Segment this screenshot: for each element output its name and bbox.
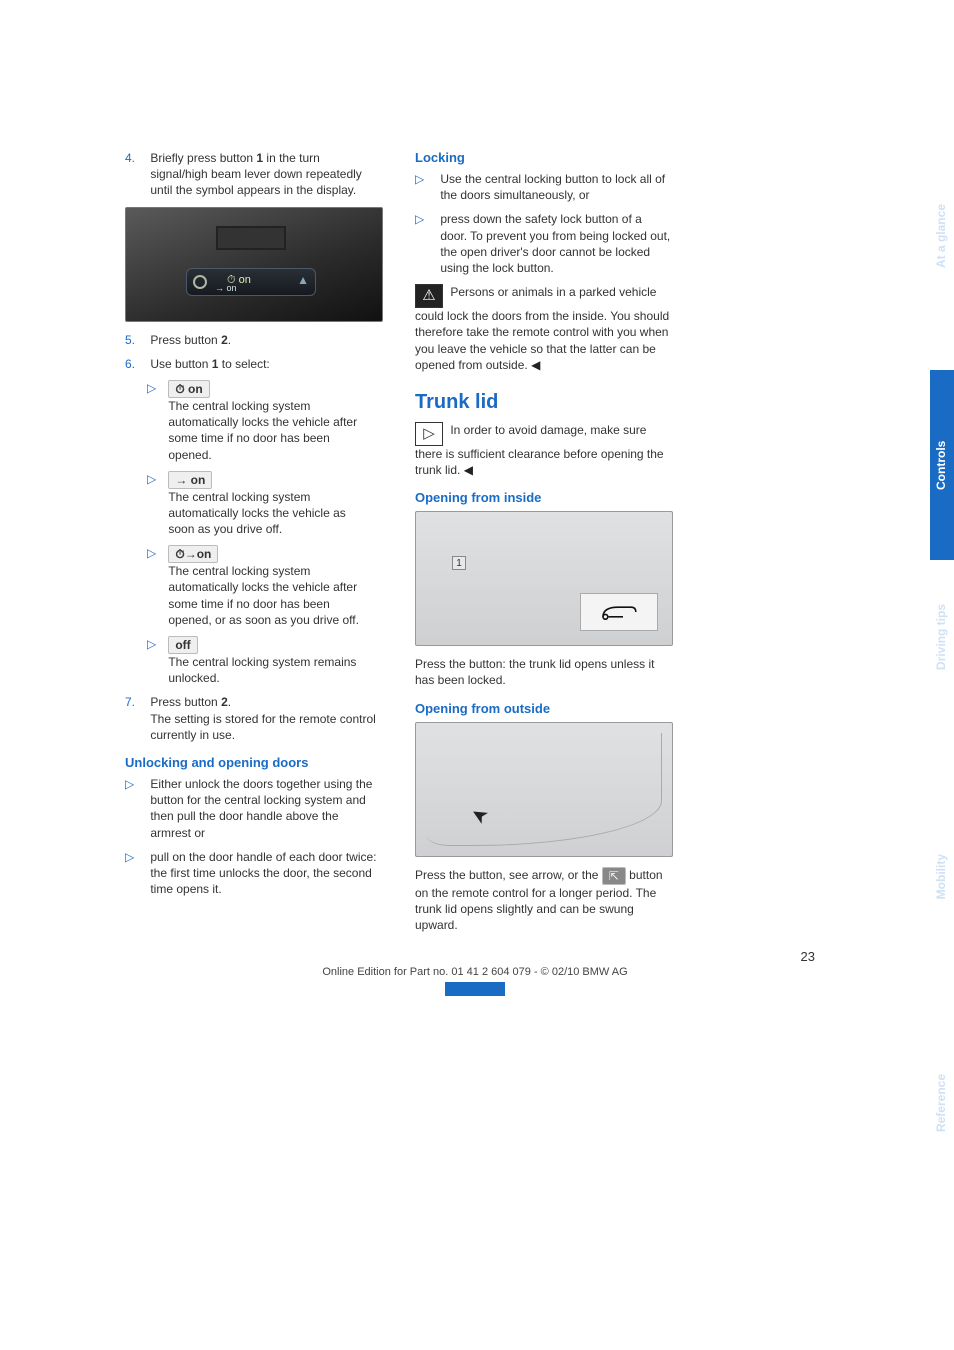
step-4: 4. Briefly press button 1 in the turn si… [125, 150, 385, 199]
triangle-bullet-icon: ▷ [415, 211, 437, 227]
text: The setting is stored for the remote con… [150, 712, 375, 742]
step-7: 7. Press button 2. The setting is stored… [125, 694, 385, 743]
step-text: Press button 2. [150, 332, 380, 348]
text: . [228, 333, 231, 347]
vent-graphic [216, 226, 286, 250]
step-number: 6. [125, 356, 147, 372]
triangle-bullet-icon: ▷ [147, 545, 165, 561]
footer-copyright: Online Edition for Part no. 01 41 2 604 … [125, 966, 825, 978]
display-pill: ⏱ on → on ▲ [186, 268, 316, 296]
trunk-open-icon [599, 602, 639, 622]
step-number: 4. [125, 150, 147, 166]
warning-icon: ⚠ [415, 284, 443, 308]
option-text: The central locking system automatically… [168, 399, 357, 462]
opening-outside-heading: Opening from outside [415, 701, 675, 716]
option-1: ▷ ⏱ on The central locking system automa… [147, 380, 385, 463]
bullet-text: Either unlock the doors together using t… [150, 776, 380, 841]
warning-paragraph: ⚠ Persons or animals in a parked vehicle… [415, 284, 675, 373]
warning-text: Persons or animals in a parked vehicle c… [415, 285, 669, 372]
dashboard-display-image: ⏱ on → on ▲ [125, 207, 383, 322]
bullet-text: press down the safety lock button of a d… [440, 211, 670, 276]
page-number: 23 [125, 949, 825, 964]
wheel-icon [193, 275, 207, 289]
locking-bullet-1: ▷ Use the central locking button to lock… [415, 171, 675, 203]
text: to select: [218, 357, 269, 371]
step-text: Press button 2. The setting is stored fo… [150, 694, 380, 743]
option-2: ▷ → on The central locking system automa… [147, 471, 385, 538]
triangle-bullet-icon: ▷ [147, 471, 165, 487]
step-5: 5. Press button 2. [125, 332, 385, 348]
option-text: The central locking system automatically… [168, 490, 345, 536]
triangle-bullet-icon: ▷ [125, 849, 147, 865]
remote-button-icon: ⇱ [602, 867, 626, 885]
clock-arrow-on-glyph: ⏱→on [168, 545, 218, 563]
step-text: Use button 1 to select: [150, 356, 380, 372]
text: Briefly press button [150, 151, 256, 165]
step6-options: ▷ ⏱ on The central locking system automa… [147, 380, 385, 686]
step-6: 6. Use button 1 to select: [125, 356, 385, 372]
triangle-bullet-icon: ▷ [125, 776, 147, 792]
end-marker-icon: ◀ [464, 463, 473, 477]
trunk-lid-heading: Trunk lid [415, 391, 675, 414]
option-body: ⏱→on The central locking system automati… [168, 545, 368, 628]
off-glyph: off [168, 636, 197, 654]
two-column-layout: 4. Briefly press button 1 in the turn si… [125, 150, 825, 941]
trunk-button-inset [580, 593, 658, 631]
tab-at-a-glance[interactable]: At a glance [930, 190, 954, 282]
bold-ref: 2 [221, 695, 228, 709]
right-column: Locking ▷ Use the central locking button… [415, 150, 675, 941]
text: . [228, 695, 231, 709]
option-3: ▷ ⏱→on The central locking system automa… [147, 545, 385, 628]
bullet-text: Use the central locking button to lock a… [440, 171, 670, 203]
locking-bullet-2: ▷ press down the safety lock button of a… [415, 211, 675, 276]
step-number: 5. [125, 332, 147, 348]
opening-inside-heading: Opening from inside [415, 490, 675, 505]
tab-mobility[interactable]: Mobility [930, 840, 954, 913]
option-body: → on The central locking system automati… [168, 471, 368, 538]
display-arrow-label: → on [215, 283, 237, 293]
left-column: 4. Briefly press button 1 in the turn si… [125, 150, 385, 941]
note-icon: ▷ [415, 422, 443, 446]
trunk-note: ▷ In order to avoid damage, make sure th… [415, 422, 675, 478]
trunk-inside-image: 1 [415, 511, 673, 646]
triangle-bullet-icon: ▷ [147, 380, 165, 396]
option-body: off The central locking system remains u… [168, 636, 368, 686]
text: Press button [150, 333, 221, 347]
option-text: The central locking system remains unloc… [168, 655, 356, 685]
unlock-bullet-2: ▷ pull on the door handle of each door t… [125, 849, 385, 898]
option-4: ▷ off The central locking system remains… [147, 636, 385, 686]
footer-blue-bar [445, 982, 505, 996]
text: Press the button, see arrow, or the [415, 868, 602, 882]
clock-on-glyph: ⏱ on [168, 380, 209, 398]
inside-text: Press the button: the trunk lid opens un… [415, 656, 675, 688]
unlock-bullet-1: ▷ Either unlock the doors together using… [125, 776, 385, 841]
tab-controls[interactable]: Controls [930, 370, 954, 560]
callout-1: 1 [452, 556, 466, 570]
arrow-on-glyph: → on [168, 471, 212, 489]
locking-heading: Locking [415, 150, 675, 165]
unlocking-heading: Unlocking and opening doors [125, 755, 385, 770]
triangle-bullet-icon: ▷ [147, 636, 165, 652]
page-content: 4. Briefly press button 1 in the turn si… [125, 150, 825, 996]
trunk-outside-image: ➤ [415, 722, 673, 857]
step-text: Briefly press button 1 in the turn signa… [150, 150, 380, 199]
eject-icon: ▲ [297, 273, 309, 287]
bold-ref: 2 [221, 333, 228, 347]
step-number: 7. [125, 694, 147, 710]
car-trunk-outline [426, 733, 662, 846]
option-body: ⏱ on The central locking system automati… [168, 380, 368, 463]
tab-reference[interactable]: Reference [930, 1060, 954, 1146]
triangle-bullet-icon: ▷ [415, 171, 437, 187]
tab-driving-tips[interactable]: Driving tips [930, 590, 954, 684]
note-text: In order to avoid damage, make sure ther… [415, 423, 664, 477]
bullet-text: pull on the door handle of each door twi… [150, 849, 380, 898]
option-text: The central locking system automatically… [168, 564, 359, 627]
text: Press button [150, 695, 221, 709]
text: Use button [150, 357, 211, 371]
end-marker-icon: ◀ [531, 358, 540, 372]
side-navigation-tabs: At a glance Controls Driving tips Mobili… [884, 0, 954, 1350]
outside-text: Press the button, see arrow, or the ⇱ bu… [415, 867, 675, 934]
